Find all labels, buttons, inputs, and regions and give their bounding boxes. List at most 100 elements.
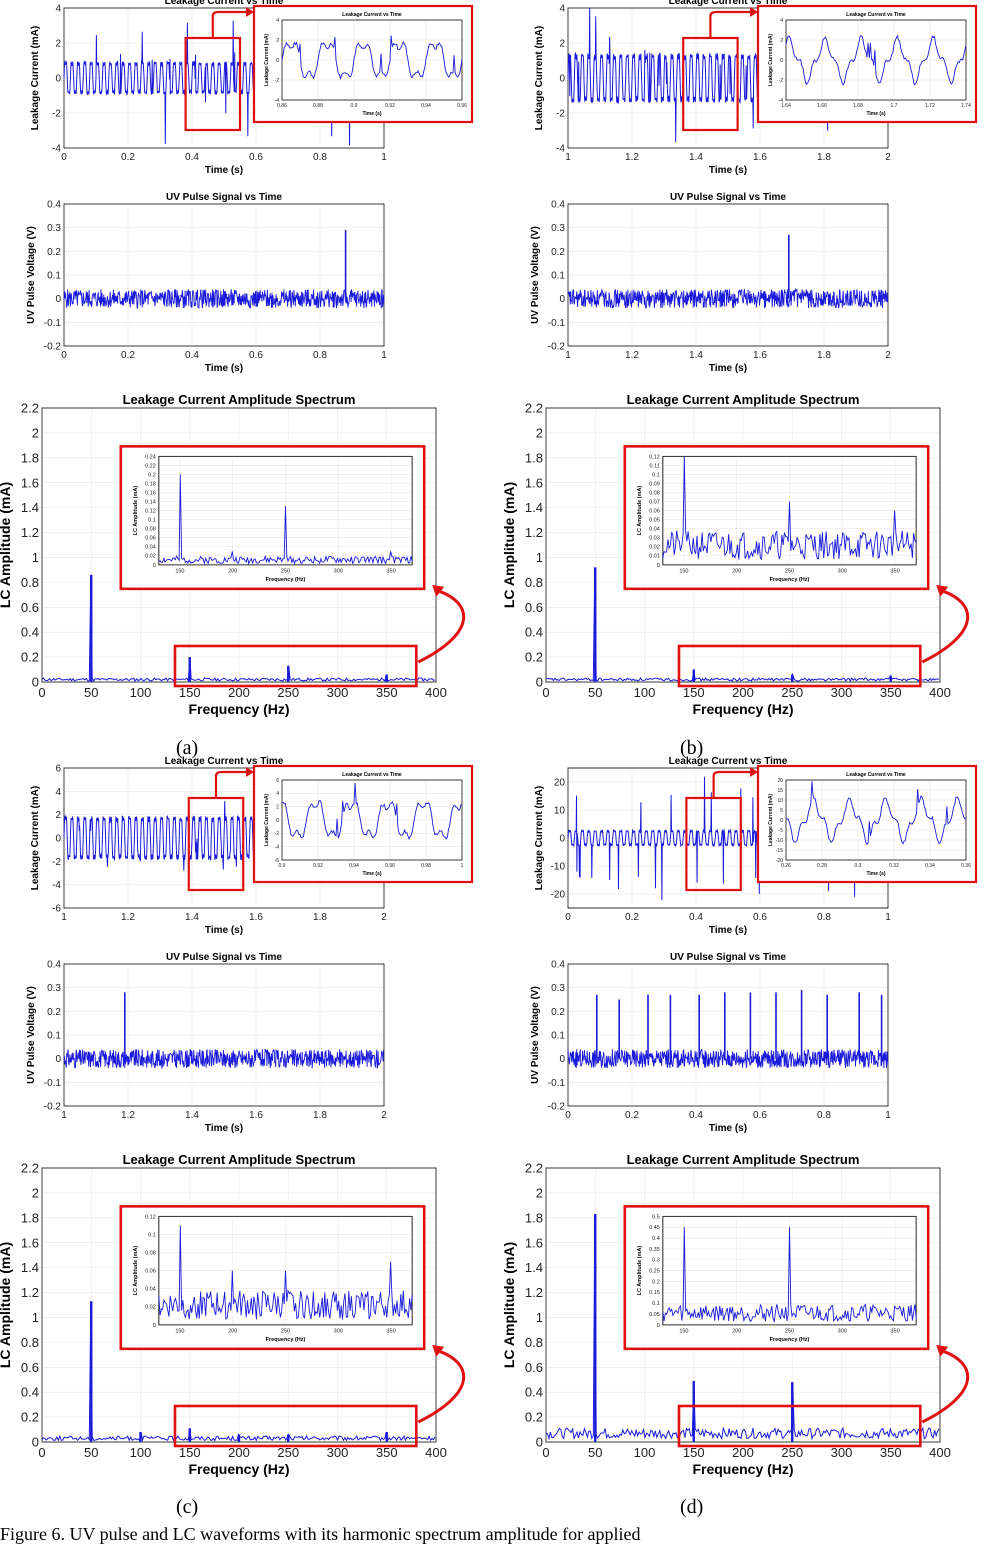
x-tick-label: 300	[327, 1445, 349, 1460]
y-tick-label: 0	[536, 675, 543, 690]
x-tick-label: 1.64	[781, 103, 791, 109]
y-tick-label: 0.2	[21, 1410, 39, 1425]
y-tick-label: 0	[153, 563, 156, 569]
chart-title: Leakage Current vs Time	[669, 756, 788, 767]
figure-panel-svg: 1 1.2 1.4 1.6 1.8 2 -6 -4 -2 0 2 4 6 Leakage Current …	[0, 756, 474, 1477]
x-tick-label: 1	[565, 152, 571, 163]
chart-title: Leakage Current vs Time	[342, 12, 402, 18]
x-tick-label: 200	[732, 1445, 754, 1460]
x-tick-label: 1.8	[817, 350, 831, 361]
axes-frame	[785, 19, 967, 101]
x-tick-label: 0.36	[961, 863, 971, 869]
x-tick-label: 0.8	[313, 350, 327, 361]
axes-frame	[785, 779, 967, 861]
axes-frame	[567, 963, 889, 1107]
x-tick-label: 1.4	[689, 350, 703, 361]
y-tick-label: -15	[776, 848, 783, 854]
y-tick-label: 4	[55, 4, 61, 15]
y-tick-label: 0.16	[145, 490, 156, 496]
y-tick-label: -4	[52, 144, 61, 155]
x-tick-label: 0.6	[753, 912, 767, 923]
spectrum-zoom-arrow-head	[936, 584, 949, 597]
x-tick-label: 200	[228, 1445, 250, 1460]
x-tick-label: 1	[885, 1110, 891, 1121]
y-tick-label: 0.1	[551, 271, 565, 282]
x-tick-label: 50	[84, 685, 98, 700]
spectrum-inset-trace	[662, 456, 917, 561]
x-tick-label: 250	[785, 1328, 794, 1334]
chart-title: Leakage Current vs Time	[342, 772, 402, 778]
y-tick-label: -2	[779, 78, 784, 84]
y-tick-label: 0.1	[551, 1031, 565, 1042]
y-tick-label: 0.1	[47, 1031, 61, 1042]
y-tick-label: 0.2	[551, 1007, 565, 1018]
spectrum-zoom-box	[173, 644, 418, 688]
y-tick-label: 4	[780, 18, 783, 24]
y-tick-label: 10	[554, 806, 566, 817]
y-tick-label: -5	[779, 828, 784, 834]
y-tick-label: -4	[556, 144, 565, 155]
y-tick-label: 1.2	[21, 1285, 39, 1300]
spectrum-zoom-arrow-head	[936, 1344, 949, 1357]
y-tick-label: 0.1	[652, 1301, 660, 1307]
x-tick-label: 350	[890, 1328, 899, 1334]
y-tick-label: 2	[276, 38, 279, 44]
y-tick-label: 0	[657, 563, 660, 569]
y-tick-label: 0.08	[145, 1250, 156, 1256]
y-tick-label: 0.45	[649, 1225, 660, 1231]
y-tick-label: 0	[55, 1054, 61, 1065]
y-tick-label: -2	[52, 109, 61, 120]
spectrum-zoom-arrow	[417, 1349, 465, 1424]
uv-noise-trace	[63, 288, 385, 310]
y-tick-label: 0.5	[652, 1214, 660, 1220]
x-axis-label: Time (s)	[709, 363, 747, 374]
y-tick-label: 0.4	[525, 625, 543, 640]
x-tick-label: 150	[683, 1445, 705, 1460]
y-tick-label: 0.4	[525, 1385, 543, 1400]
chart-title: UV Pulse Signal vs Time	[166, 952, 282, 963]
y-tick-label: 15	[777, 788, 783, 794]
y-tick-label: -0.1	[548, 1078, 566, 1089]
uv-pulse-chart: 1 1.2 1.4 1.6 1.8 2 -0.2 -0.1 0 0.1 0.2 0.3 0.4 UV Pu…	[530, 192, 891, 374]
x-tick-label: 200	[228, 685, 250, 700]
y-tick-label: 0.2	[652, 1279, 660, 1285]
y-tick-label: 0.09	[649, 481, 660, 487]
x-tick-label: 0.3	[855, 863, 862, 869]
y-tick-label: -10	[776, 838, 783, 844]
axes-frame	[281, 779, 463, 861]
spectrum-trace	[41, 574, 436, 683]
y-tick-label: 1.2	[21, 525, 39, 540]
x-tick-label: 250	[277, 1445, 299, 1460]
y-tick-label: 2.2	[21, 401, 39, 416]
x-tick-label: 150	[679, 1328, 688, 1334]
y-tick-label: 1.6	[21, 475, 39, 490]
x-tick-label: 100	[130, 685, 152, 700]
zoom-arrow	[709, 10, 752, 38]
y-tick-label: -0.2	[44, 342, 62, 353]
chart-title: Leakage Current Amplitude Spectrum	[627, 1152, 860, 1167]
y-tick-label: 0.22	[145, 463, 156, 469]
spectrum-zoom-arrow	[417, 589, 465, 664]
x-tick-label: 150	[179, 685, 201, 700]
x-axis-label: Time (s)	[205, 363, 243, 374]
y-tick-label: 0.02	[145, 554, 156, 560]
x-axis-label: Time (s)	[866, 871, 885, 877]
y-tick-label: 0.04	[145, 1287, 156, 1293]
y-tick-label: 0	[559, 74, 565, 85]
x-tick-label: 1.4	[185, 1110, 199, 1121]
spectrum-zoom-box	[677, 644, 922, 688]
y-tick-label: -6	[52, 904, 61, 915]
y-tick-label: 0.04	[649, 527, 660, 533]
y-tick-label: 0.02	[145, 1305, 156, 1311]
chart-title: UV Pulse Signal vs Time	[670, 952, 786, 963]
y-tick-label: 2.2	[21, 1161, 39, 1176]
y-tick-label: 0.08	[145, 527, 156, 533]
spectrum-zoom-arrow	[921, 1349, 969, 1424]
y-tick-label: 0.1	[148, 1232, 156, 1238]
y-tick-label: 1	[536, 1310, 543, 1325]
zoom-arrow-head	[750, 767, 758, 777]
x-tick-label: 200	[732, 685, 754, 700]
x-tick-label: 350	[376, 685, 398, 700]
y-tick-label: 0.4	[551, 200, 565, 211]
y-tick-label: 0.2	[47, 1007, 61, 1018]
